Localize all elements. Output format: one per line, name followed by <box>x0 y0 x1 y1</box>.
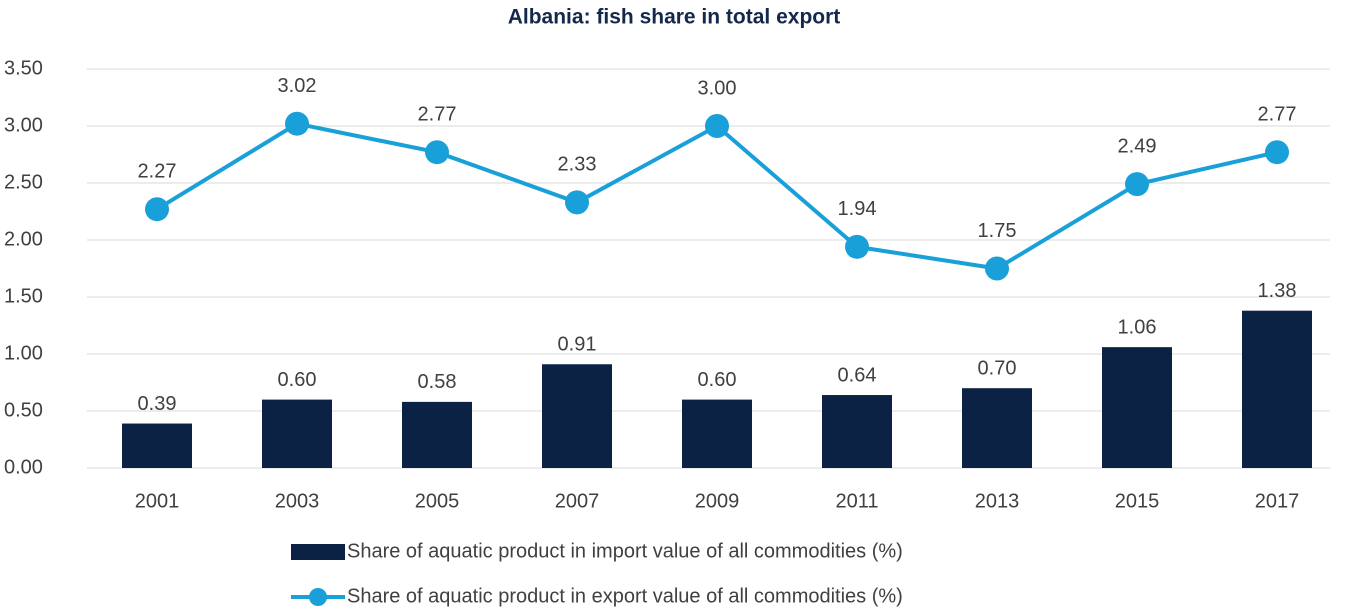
x-tick-label: 2007 <box>555 490 600 512</box>
bar <box>542 364 612 468</box>
data-label: 2.27 <box>138 161 177 183</box>
line-marker <box>705 114 729 138</box>
bar <box>1242 310 1312 468</box>
data-label: 2.77 <box>1258 104 1297 126</box>
y-tick-label: 3.00 <box>4 114 43 136</box>
bar <box>262 399 332 468</box>
line-marker <box>1265 140 1289 165</box>
data-label: 1.94 <box>838 198 877 220</box>
y-tick-label: 0.50 <box>4 399 43 421</box>
data-label: 1.06 <box>1118 316 1157 338</box>
y-tick-label: 1.50 <box>4 285 43 307</box>
data-label: 1.75 <box>978 220 1017 242</box>
data-label: 2.33 <box>558 154 597 176</box>
x-tick-label: 2017 <box>1255 490 1300 512</box>
data-label: 2.49 <box>1118 135 1157 157</box>
data-label: 3.02 <box>278 75 317 97</box>
bar <box>1102 347 1172 468</box>
y-tick-label: 2.50 <box>4 171 43 193</box>
line-marker <box>565 190 589 215</box>
y-tick-label: 0.00 <box>4 456 43 478</box>
data-label: 0.91 <box>558 334 597 356</box>
x-tick-label: 2005 <box>415 490 460 512</box>
line-marker <box>425 140 449 165</box>
bar <box>962 388 1032 468</box>
line-marker <box>845 234 869 259</box>
data-label: 1.38 <box>1258 280 1297 302</box>
line-marker <box>145 197 169 222</box>
legend-label: Share of aquatic product in import value… <box>347 540 903 562</box>
data-label: 3.00 <box>698 77 737 99</box>
legend-swatch <box>291 544 345 560</box>
data-label: 0.64 <box>838 364 877 386</box>
x-tick-label: 2013 <box>975 490 1020 512</box>
data-label: 0.60 <box>278 369 317 391</box>
legend-marker <box>309 588 327 606</box>
line <box>155 121 1278 271</box>
chart-title: Albania: fish share in total export <box>508 6 841 29</box>
x-tick-label: 2009 <box>695 490 740 512</box>
bar <box>402 401 472 468</box>
y-tick-label: 2.00 <box>4 228 43 250</box>
bar <box>122 423 192 468</box>
bar <box>822 395 892 468</box>
legend-label: Share of aquatic product in export value… <box>347 585 903 607</box>
data-label: 0.70 <box>978 357 1017 379</box>
x-tick-label: 2003 <box>275 490 320 512</box>
data-label: 0.39 <box>138 393 177 415</box>
line-marker <box>285 111 309 136</box>
x-tick-label: 2015 <box>1115 490 1160 512</box>
bar <box>682 399 752 468</box>
data-label: 0.58 <box>418 371 457 393</box>
y-tick-label: 1.00 <box>4 342 43 364</box>
y-tick-label: 3.50 <box>4 57 43 79</box>
data-label: 2.77 <box>418 104 457 126</box>
data-label: 0.60 <box>698 369 737 391</box>
line-marker <box>985 256 1009 281</box>
line-marker <box>1125 172 1149 197</box>
x-tick-label: 2001 <box>135 490 180 512</box>
x-tick-label: 2011 <box>835 490 878 512</box>
